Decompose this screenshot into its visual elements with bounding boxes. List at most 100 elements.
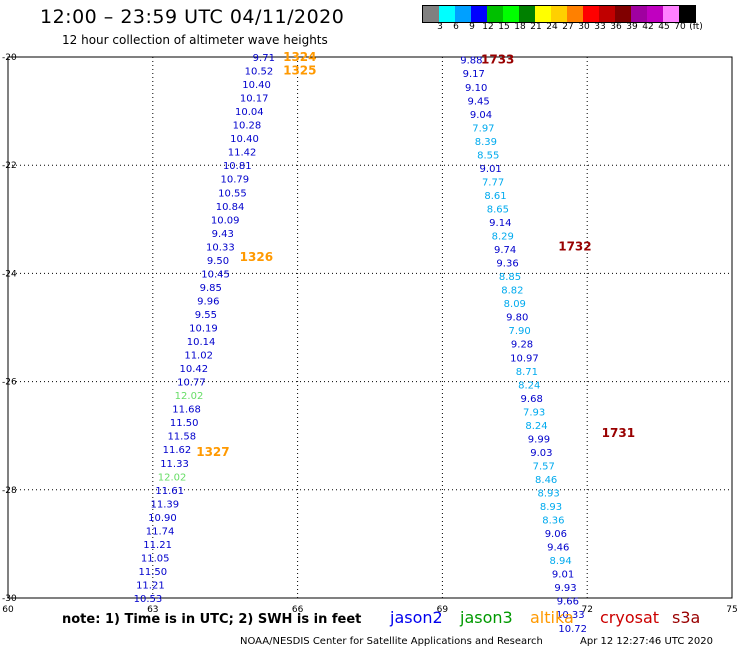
swh-value: 10.90 bbox=[148, 513, 177, 524]
swh-value: 11.21 bbox=[143, 540, 172, 551]
swh-value: 9.06 bbox=[545, 529, 567, 540]
swh-value: 7.90 bbox=[508, 326, 530, 337]
swh-value: 10.14 bbox=[187, 337, 216, 348]
swh-value: 9.14 bbox=[489, 218, 511, 229]
y-tick-label: -24 bbox=[2, 269, 17, 279]
swh-value: 11.05 bbox=[141, 553, 170, 564]
sat-s3a: s3a bbox=[672, 608, 701, 627]
pass-time-label: 1732 bbox=[558, 239, 591, 253]
swh-value: 10.45 bbox=[201, 269, 230, 280]
swh-value: 9.04 bbox=[470, 110, 492, 121]
swh-value: 8.85 bbox=[499, 272, 521, 283]
swh-value: 9.45 bbox=[467, 96, 489, 107]
y-tick-label: -22 bbox=[2, 161, 17, 171]
x-tick-label: 63 bbox=[147, 605, 158, 615]
swh-value: 11.33 bbox=[160, 459, 189, 470]
swh-value: 11.02 bbox=[184, 351, 213, 362]
swh-value: 8.46 bbox=[535, 475, 557, 486]
swh-value: 9.68 bbox=[521, 394, 543, 405]
swh-value: 7.93 bbox=[523, 407, 545, 418]
swh-value: 10.40 bbox=[230, 134, 259, 145]
swh-value: 9.28 bbox=[511, 340, 533, 351]
legend-label: 30 bbox=[578, 22, 590, 32]
legend-swatch bbox=[519, 6, 535, 22]
legend-label: 6 bbox=[453, 22, 459, 32]
swh-value: 9.55 bbox=[195, 310, 217, 321]
legend-label: 24 bbox=[546, 22, 558, 32]
swh-value: 7.97 bbox=[472, 123, 494, 134]
swh-value: 10.42 bbox=[180, 364, 209, 375]
color-scale-legend bbox=[422, 5, 696, 23]
swh-value: 9.74 bbox=[494, 245, 516, 256]
swh-value: 8.94 bbox=[550, 556, 572, 567]
swh-value: 10.97 bbox=[510, 353, 539, 364]
swh-value: 10.72 bbox=[558, 624, 587, 635]
legend-swatch bbox=[599, 6, 615, 22]
y-tick-label: -26 bbox=[2, 378, 17, 388]
swh-value: 9.03 bbox=[530, 448, 552, 459]
legend-swatch bbox=[647, 6, 663, 22]
swh-value: 9.99 bbox=[528, 434, 550, 445]
legend-label: 33 bbox=[594, 22, 606, 32]
x-tick-label: 66 bbox=[292, 605, 304, 615]
swh-value: 11.50 bbox=[138, 567, 167, 578]
swh-value: 9.01 bbox=[480, 164, 502, 175]
legend-label: 9 bbox=[469, 22, 475, 32]
swh-value: 10.28 bbox=[233, 121, 262, 132]
legend-label: 45 bbox=[658, 22, 670, 32]
swh-value: 8.29 bbox=[492, 232, 514, 243]
swh-value: 10.55 bbox=[218, 188, 247, 199]
legend-swatch bbox=[503, 6, 519, 22]
swh-value: 11.21 bbox=[136, 580, 165, 591]
legend-swatch bbox=[615, 6, 631, 22]
swh-value: 8.65 bbox=[487, 204, 509, 215]
swh-value: 10.77 bbox=[177, 378, 206, 389]
swh-value: 11.42 bbox=[228, 148, 257, 159]
legend-label: 39 bbox=[626, 22, 638, 32]
swh-value: 11.39 bbox=[151, 499, 180, 510]
legend-swatch bbox=[551, 6, 567, 22]
swh-value: 10.19 bbox=[189, 324, 218, 335]
x-tick-label: 69 bbox=[437, 605, 449, 615]
swh-value: 8.93 bbox=[537, 489, 559, 500]
pass-time-label: 1733 bbox=[481, 53, 514, 67]
swh-value: 12.02 bbox=[158, 472, 187, 483]
legend-swatch bbox=[663, 6, 679, 22]
legend-label: 27 bbox=[562, 22, 574, 32]
swh-value: 10.40 bbox=[242, 80, 271, 91]
page-title: 12:00 – 23:59 UTC 04/11/2020 bbox=[40, 6, 345, 28]
map-frame bbox=[7, 56, 733, 599]
footer-note: note: 1) Time is in UTC; 2) SWH is in fe… bbox=[62, 612, 362, 627]
legend-swatch bbox=[487, 6, 503, 22]
swh-value: 9.88 bbox=[460, 56, 482, 67]
credit-line: NOAA/NESDIS Center for Satellite Applica… bbox=[240, 636, 543, 647]
sat-jason3: jason3 bbox=[460, 608, 513, 627]
swh-value: 11.58 bbox=[167, 432, 196, 443]
x-tick-label: 72 bbox=[581, 605, 592, 615]
legend-swatch bbox=[535, 6, 551, 22]
swh-value: 9.80 bbox=[506, 313, 528, 324]
swh-value: 9.93 bbox=[554, 583, 576, 594]
swh-value: 11.62 bbox=[163, 445, 192, 456]
swh-value: 9.96 bbox=[197, 296, 219, 307]
legend-label: 12 bbox=[482, 22, 494, 32]
legend-swatch bbox=[439, 6, 455, 22]
swh-value: 9.10 bbox=[465, 83, 487, 94]
swh-value: 8.93 bbox=[540, 502, 562, 513]
swh-value: 9.85 bbox=[200, 283, 222, 294]
swh-value: 11.50 bbox=[170, 418, 199, 429]
swh-value: 8.61 bbox=[484, 191, 506, 202]
pass-time-label: 1325 bbox=[283, 64, 316, 78]
swh-value: 11.74 bbox=[146, 526, 175, 537]
legend-label: 42 bbox=[642, 22, 654, 32]
generated-timestamp: Apr 12 12:27:46 UTC 2020 bbox=[580, 636, 713, 647]
swh-value: 10.09 bbox=[211, 215, 240, 226]
swh-value: 10.84 bbox=[216, 202, 245, 213]
x-tick-label: 75 bbox=[726, 605, 737, 615]
swh-value: 10.52 bbox=[245, 67, 274, 78]
swh-value: 8.24 bbox=[518, 380, 540, 391]
swh-value: 7.77 bbox=[482, 177, 504, 188]
legend-label: 21 bbox=[530, 22, 542, 32]
y-tick-label: -30 bbox=[2, 594, 17, 604]
swh-value: 9.71 bbox=[253, 53, 275, 64]
